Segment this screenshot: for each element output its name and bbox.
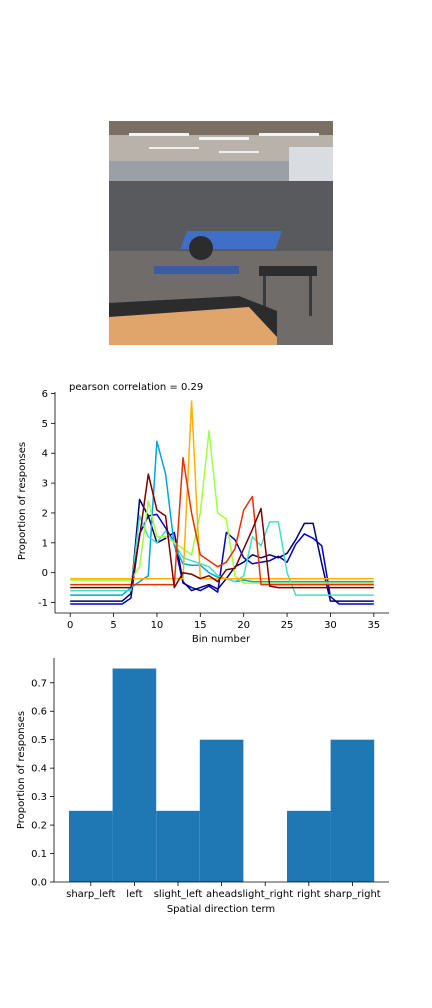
line-chart-x-tick-label: 10	[151, 620, 164, 631]
bar-chart: 0.0 0.1 0.2 0.3 0.4 0.5 0.6 0.7 sharp_left left sl…	[16, 658, 389, 915]
photo-light	[129, 133, 189, 136]
bar-chart-x-tick-label: sharp_right	[324, 889, 381, 900]
line-chart-plot-area: -1 0 1 2 3 4 5 6 0 5 10 15 20 25 30 35	[38, 389, 389, 631]
line-chart-y-tick-label: 1	[42, 538, 48, 549]
photo-wood-floor	[109, 307, 277, 345]
photo-bench	[154, 266, 239, 274]
photo-box-leg	[309, 276, 312, 316]
bar-chart-x-tick-label: slight_right	[237, 889, 293, 900]
line-series-6	[70, 400, 374, 580]
photo-box-leg	[263, 276, 266, 316]
bar-chart-y-tick-label: 0.3	[31, 792, 47, 803]
bar-chart-plot-area: 0.0 0.1 0.2 0.3 0.4 0.5 0.6 0.7 sharp_left left sl…	[31, 658, 389, 900]
line-chart: -1 0 1 2 3 4 5 6 0 5 10 15 20 25 30 35 pearson correlat…	[17, 382, 389, 642]
photo-box-top	[259, 266, 317, 276]
bar-right	[287, 810, 331, 882]
line-chart-x-tick-label: 25	[281, 620, 294, 631]
bar-sharp_left	[69, 810, 113, 882]
bar-chart-y-tick-label: 0.5	[31, 735, 47, 746]
line-chart-y-tick-label: 3	[42, 479, 48, 490]
line-chart-y-tick-label: 2	[42, 508, 48, 519]
photo-beam	[109, 121, 333, 135]
bar-left	[112, 668, 157, 882]
bar-chart-y-tick-label: 0.7	[31, 678, 47, 689]
line-chart-y-tick-label: 5	[42, 419, 48, 430]
bar-chart-x-tick-label: ahead	[206, 889, 237, 900]
bar-chart-x-tick-label: left	[126, 889, 142, 900]
line-chart-y-tick-label: 0	[42, 568, 48, 579]
line-chart-y-tick-label: 6	[42, 389, 48, 400]
gym-photo	[109, 121, 333, 345]
line-chart-y-tick-label: -1	[38, 598, 48, 609]
line-chart-ylabel: Proportion of responses	[17, 442, 28, 560]
bar-chart-y-tick-label: 0.2	[31, 821, 47, 832]
line-series-4	[70, 515, 374, 596]
photo-light	[259, 133, 319, 136]
bar-chart-y-tick-label: 0.4	[31, 764, 47, 775]
bar-chart-x-tick-label: right	[297, 889, 321, 900]
line-chart-x-tick-label: 5	[110, 620, 116, 631]
bar-chart-y-tick-label: 0.0	[31, 878, 47, 889]
bar-slight_left	[156, 810, 200, 882]
bar-chart-y-tick-label: 0.6	[31, 707, 47, 718]
line-chart-x-tick-label: 15	[194, 620, 207, 631]
bar-chart-ylabel: Proportion of responses	[16, 711, 27, 829]
line-chart-y-tick-label: 4	[42, 449, 48, 460]
photo-light	[149, 147, 199, 149]
bar-chart-x-tick-label: slight_left	[154, 889, 203, 900]
bar-chart-x-tick-label: sharp_left	[66, 889, 115, 900]
photo-light	[219, 151, 259, 153]
line-series-2	[70, 498, 374, 602]
line-chart-x-tick-label: 20	[237, 620, 250, 631]
line-series-1	[70, 513, 374, 605]
line-series-5	[70, 430, 374, 584]
line-chart-x-tick-label: 35	[367, 620, 380, 631]
line-series-3	[70, 440, 374, 596]
photo-weight-plate	[189, 236, 213, 260]
line-chart-xlabel: Bin number	[192, 634, 251, 642]
line-series-7	[70, 456, 374, 586]
photo-light	[199, 137, 249, 140]
line-chart-x-tick-label: 30	[324, 620, 337, 631]
bar-ahead	[199, 739, 244, 882]
bar-sharp_right	[330, 739, 375, 882]
line-chart-x-tick-label: 0	[67, 620, 73, 631]
bar-chart-y-tick-label: 0.1	[31, 849, 47, 860]
bar-chart-xlabel: Spatial direction term	[167, 904, 275, 915]
line-chart-annotation: pearson correlation = 0.29	[69, 382, 203, 393]
line-series-8	[70, 473, 374, 589]
